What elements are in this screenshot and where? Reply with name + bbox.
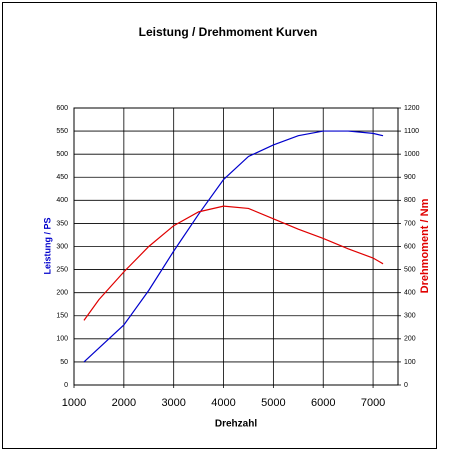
y2-tick-label: 1000: [404, 151, 420, 158]
y2-tick-label: 200: [404, 336, 416, 343]
x-tick-label: 3000: [161, 397, 185, 409]
y-tick-label: 100: [56, 336, 68, 343]
y-tick-label: 150: [56, 313, 68, 320]
chart-title: Leistung / Drehmoment Kurven: [139, 25, 318, 39]
y2-tick-label: 900: [404, 174, 416, 181]
y2-tick-label: 600: [404, 243, 416, 250]
y2-tick-label: 500: [404, 266, 416, 273]
y-tick-label: 250: [56, 266, 68, 273]
y-tick-label: 500: [56, 151, 68, 158]
y-axis-label: Leistung / PS: [42, 217, 52, 274]
y-tick-label: 400: [56, 197, 68, 204]
y-tick-label: 550: [56, 128, 68, 135]
x-tick-label: 4000: [211, 397, 235, 409]
x-tick-label: 5000: [261, 397, 285, 409]
x-tick-label: 2000: [112, 397, 136, 409]
y2-tick-label: 300: [404, 313, 416, 320]
y-tick-label: 50: [60, 359, 68, 366]
y-tick-label: 200: [56, 290, 68, 297]
y-tick-label: 450: [56, 174, 68, 181]
y2-axis-label: Drehmoment / Nm: [419, 198, 431, 293]
y-tick-label: 600: [56, 105, 68, 112]
y2-tick-label: 1200: [404, 105, 420, 112]
x-tick-label: 7000: [361, 397, 385, 409]
x-tick-label: 1000: [62, 397, 86, 409]
chart-frame: [2, 2, 437, 449]
x-axis-label: Drehzahl: [215, 419, 257, 430]
line-series: [83, 130, 384, 363]
y-tick-label: 0: [64, 382, 68, 389]
x-tick-label: 6000: [311, 397, 335, 409]
y-tick-label: 350: [56, 220, 68, 227]
line-series: [83, 205, 384, 321]
y-tick-label: 300: [56, 243, 68, 250]
y2-tick-label: 1100: [404, 128, 419, 135]
y2-tick-label: 100: [404, 359, 416, 366]
y2-tick-label: 400: [404, 290, 416, 297]
y2-tick-label: 800: [404, 197, 416, 204]
y2-tick-label: 700: [404, 220, 416, 227]
y2-tick-label: 0: [404, 382, 408, 389]
plot-area: [73, 107, 399, 386]
